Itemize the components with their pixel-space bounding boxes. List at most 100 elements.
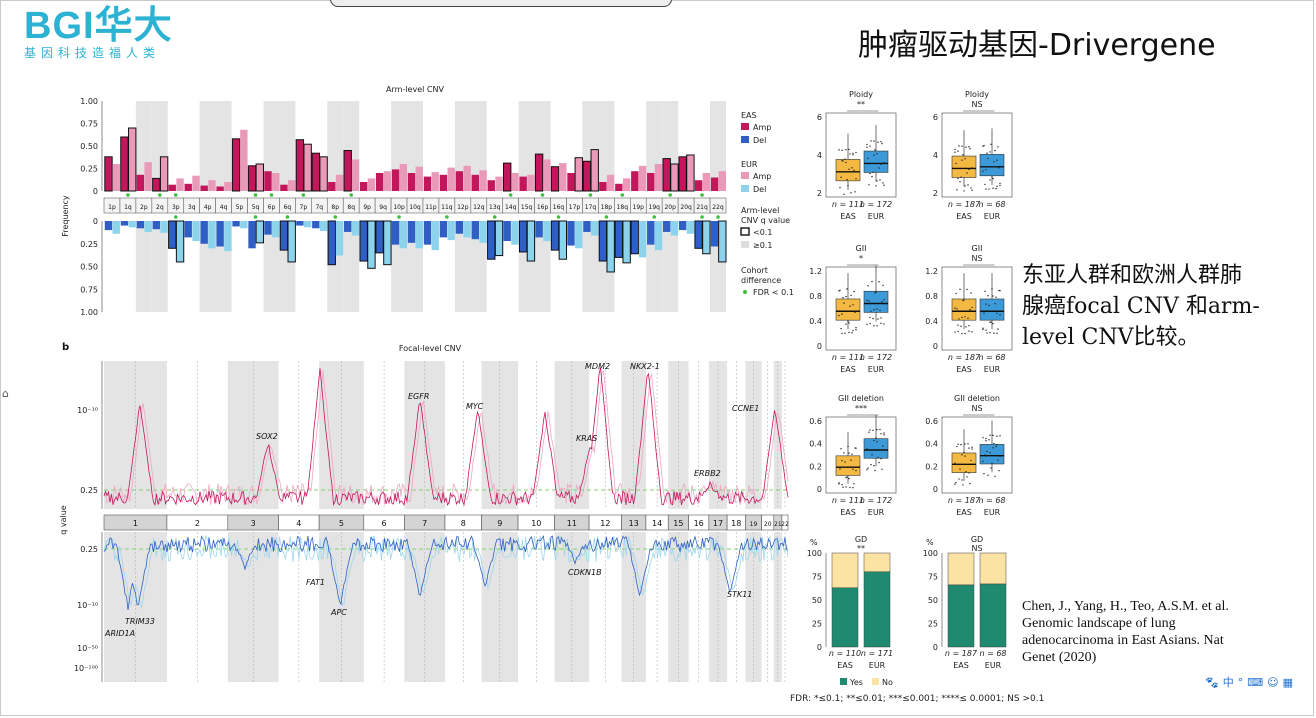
box-point — [840, 176, 842, 179]
box-point — [963, 451, 965, 454]
box-point — [994, 149, 996, 152]
box-point — [954, 483, 956, 485]
grid-icon[interactable]: ▦ — [1282, 676, 1297, 689]
gd-ytick: 100 — [923, 549, 938, 558]
bar-eur-amp — [495, 176, 503, 191]
arm-category-label: 12q — [473, 204, 485, 211]
bar-eas-del — [327, 220, 336, 266]
legend-eas-amp: Amp — [753, 123, 771, 132]
box-point — [962, 484, 964, 486]
zh-input-icon[interactable]: 中 — [1222, 676, 1238, 689]
gd-ytick: 50 — [928, 596, 938, 605]
paw-icon[interactable]: 🐾 — [1205, 676, 1223, 689]
bar-eur-del — [224, 221, 232, 252]
box-group: EAS — [840, 212, 856, 221]
bar-eas-del — [663, 221, 671, 232]
box-iqr — [979, 298, 1005, 321]
cohort-diff-dot-del — [700, 215, 704, 219]
arm-ytick-del: 0.50 — [80, 263, 98, 272]
bar-eas-del — [503, 221, 511, 242]
box-frame — [941, 266, 1013, 351]
arm-category-label: 17q — [585, 204, 597, 211]
legend-eur-amp: Amp — [753, 172, 771, 181]
bgi-logo: BGI华大 基因科技造福人类 — [24, 6, 173, 61]
bar-eas-amp — [311, 152, 321, 192]
box-point — [844, 461, 846, 463]
box-point — [871, 454, 873, 456]
chrom-stripe-del — [662, 221, 679, 312]
gd-bar-yes — [979, 583, 1007, 648]
box-point — [847, 320, 849, 323]
arm-category-label: 21q — [696, 204, 708, 211]
gd-category: EUR — [869, 661, 886, 670]
legend-eas-amp-swatch — [741, 123, 749, 130]
box-point — [840, 327, 842, 330]
box-point — [877, 141, 879, 143]
box-point — [989, 321, 991, 324]
box-point — [867, 285, 869, 287]
box-point — [956, 189, 958, 191]
cohort-diff-dot-amp — [700, 193, 704, 197]
box-point — [883, 184, 885, 186]
gd-bar-yes — [863, 571, 891, 648]
box-point — [954, 148, 956, 151]
box-point — [999, 182, 1001, 185]
box-point — [876, 441, 878, 443]
keyboard-icon[interactable]: ⌨ — [1247, 676, 1268, 689]
chrom-stripe-amp — [279, 101, 296, 191]
box-point — [958, 478, 960, 480]
arm-category-label: 5p — [236, 204, 244, 211]
bar-eas-amp — [567, 173, 575, 191]
gd-ytick: 25 — [928, 620, 938, 629]
bar-eur-amp — [463, 165, 471, 191]
box-point — [848, 452, 850, 454]
box-ytick: 0.4 — [809, 440, 822, 449]
box-point — [866, 448, 868, 450]
box-point — [841, 149, 843, 151]
bar-eur-amp — [527, 174, 535, 191]
gd-legend-yes: Yes — [849, 678, 863, 687]
legend-eas-del: Del — [753, 136, 766, 145]
bar-eur-del — [335, 221, 344, 256]
chrom-label: 12 — [600, 519, 610, 528]
box-point — [957, 177, 959, 180]
main-description: 东亚人群和欧洲人群肺腺癌focal CNV 和arm-level CNV比较。 — [1022, 263, 1260, 350]
box-point — [867, 157, 869, 160]
box-point — [985, 437, 987, 440]
box-point — [843, 452, 845, 454]
bar-eas-del — [104, 221, 113, 231]
gd-legend-yes-swatch — [840, 678, 847, 685]
box-point — [957, 443, 959, 446]
box-ytick: 6 — [933, 113, 938, 122]
bar-eas-del — [136, 221, 145, 229]
box-point — [873, 140, 875, 142]
box-point — [969, 482, 971, 485]
box-point — [971, 331, 973, 333]
gd-bar-yes — [947, 584, 975, 648]
gd-sig: NS — [971, 544, 982, 553]
box-ytick: 0.8 — [925, 292, 938, 301]
box-point — [869, 172, 871, 175]
box-point — [845, 295, 847, 298]
legend-eur: EUR — [741, 160, 758, 169]
bar-eas-amp — [599, 182, 607, 191]
bar-eur-amp — [383, 171, 392, 191]
system-tray[interactable]: 🐾中°⌨☺▦ — [1205, 674, 1297, 690]
box-point — [873, 309, 875, 311]
user-icon[interactable]: ☺ — [1267, 676, 1283, 689]
bar-eur-amp — [702, 173, 711, 191]
bar-eas-del — [647, 221, 655, 245]
bar-eas-del — [312, 221, 320, 229]
box-sig: NS — [971, 254, 982, 263]
legend-eur-del-swatch — [741, 185, 749, 192]
box-iqr — [951, 452, 977, 473]
bar-eas-amp — [631, 171, 639, 191]
arm-category-label: 10p — [393, 204, 405, 211]
bar-eas-amp — [678, 156, 687, 192]
cohort-diff-dot-amp — [540, 193, 545, 197]
punct-icon[interactable]: ° — [1237, 676, 1248, 689]
box-point — [967, 317, 969, 319]
box-iqr — [835, 455, 861, 476]
cohort-diff-dot-del — [253, 215, 258, 219]
